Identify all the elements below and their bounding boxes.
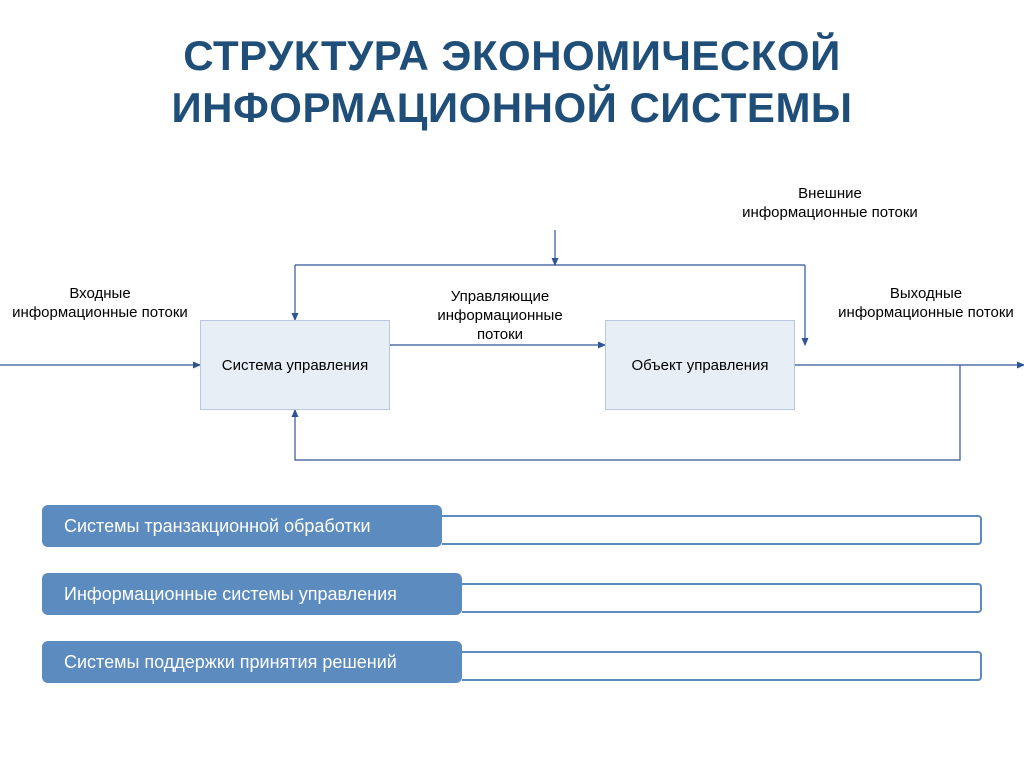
label-out: Выходныеинформационные потоки [816,285,1024,323]
bar-tail-0 [442,515,982,545]
label-ctrl: Управляющиеинформационныепотоки [420,288,580,344]
bar-tail-2 [462,651,982,681]
bar-row-1: Информационные системы управления [42,573,982,615]
node-object: Объект управления [605,320,795,410]
bar-row-0: Системы транзакционной обработки [42,505,982,547]
bar-pill-0: Системы транзакционной обработки [42,505,442,547]
bar-tail-1 [462,583,982,613]
bar-pill-2: Системы поддержки принятия решений [42,641,462,683]
label-ext: Внешниеинформационные потоки [710,185,950,223]
node-mgmt: Система управления [200,320,390,410]
category-bars: Системы транзакционной обработки Информац… [42,505,982,683]
slide-stage: СТРУКТУРА ЭКОНОМИЧЕСКОЙ ИНФОРМАЦИОННОЙ С… [0,0,1024,767]
label-in: Входныеинформационные потоки [0,285,210,323]
bar-row-2: Системы поддержки принятия решений [42,641,982,683]
bar-pill-1: Информационные системы управления [42,573,462,615]
